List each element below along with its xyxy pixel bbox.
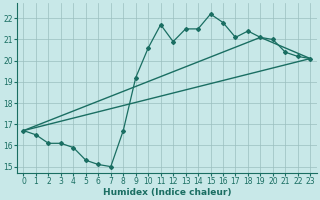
X-axis label: Humidex (Indice chaleur): Humidex (Indice chaleur) — [103, 188, 231, 197]
